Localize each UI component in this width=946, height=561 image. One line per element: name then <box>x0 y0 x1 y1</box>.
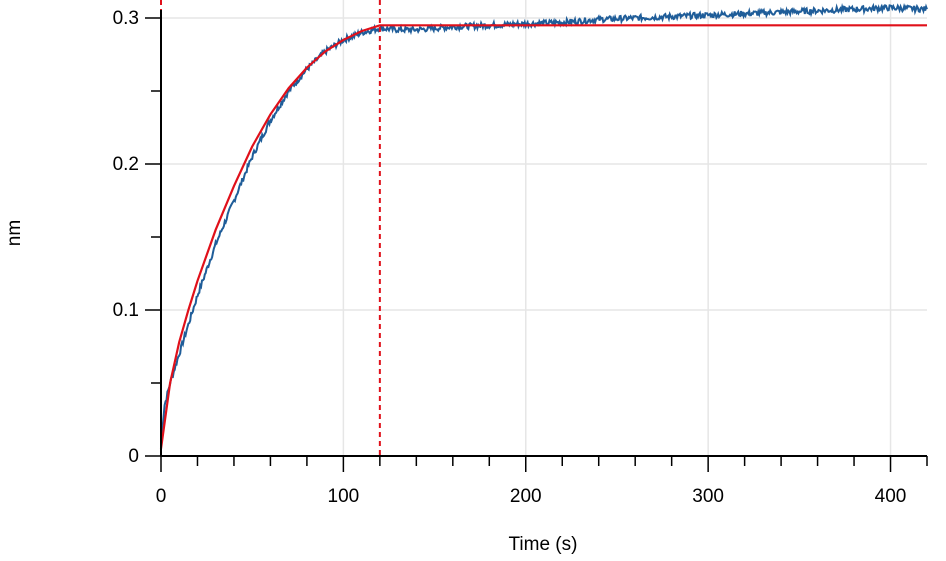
axes <box>145 10 928 472</box>
y-tick-label: 0.2 <box>113 154 139 175</box>
series-layer <box>159 2 928 449</box>
y-tick-label: 0 <box>128 446 139 467</box>
x-tick-label: 0 <box>156 486 167 507</box>
y-axis-title: nm <box>4 220 25 246</box>
vertical-markers <box>160 0 381 456</box>
x-tick-label: 100 <box>328 486 360 507</box>
y-tick-label: 0.3 <box>113 8 139 29</box>
x-tick-label: 200 <box>510 486 542 507</box>
x-tick-label: 400 <box>875 486 907 507</box>
grid <box>161 0 927 456</box>
tick-labels: 0 100 200 300 400 0 0.1 0.2 0.3 <box>113 8 907 507</box>
x-axis-title: Time (s) <box>509 534 578 555</box>
fit-curve <box>159 24 927 449</box>
x-tick-label: 300 <box>692 486 724 507</box>
measured-trace <box>160 2 928 442</box>
y-tick-label: 0.1 <box>113 300 139 321</box>
